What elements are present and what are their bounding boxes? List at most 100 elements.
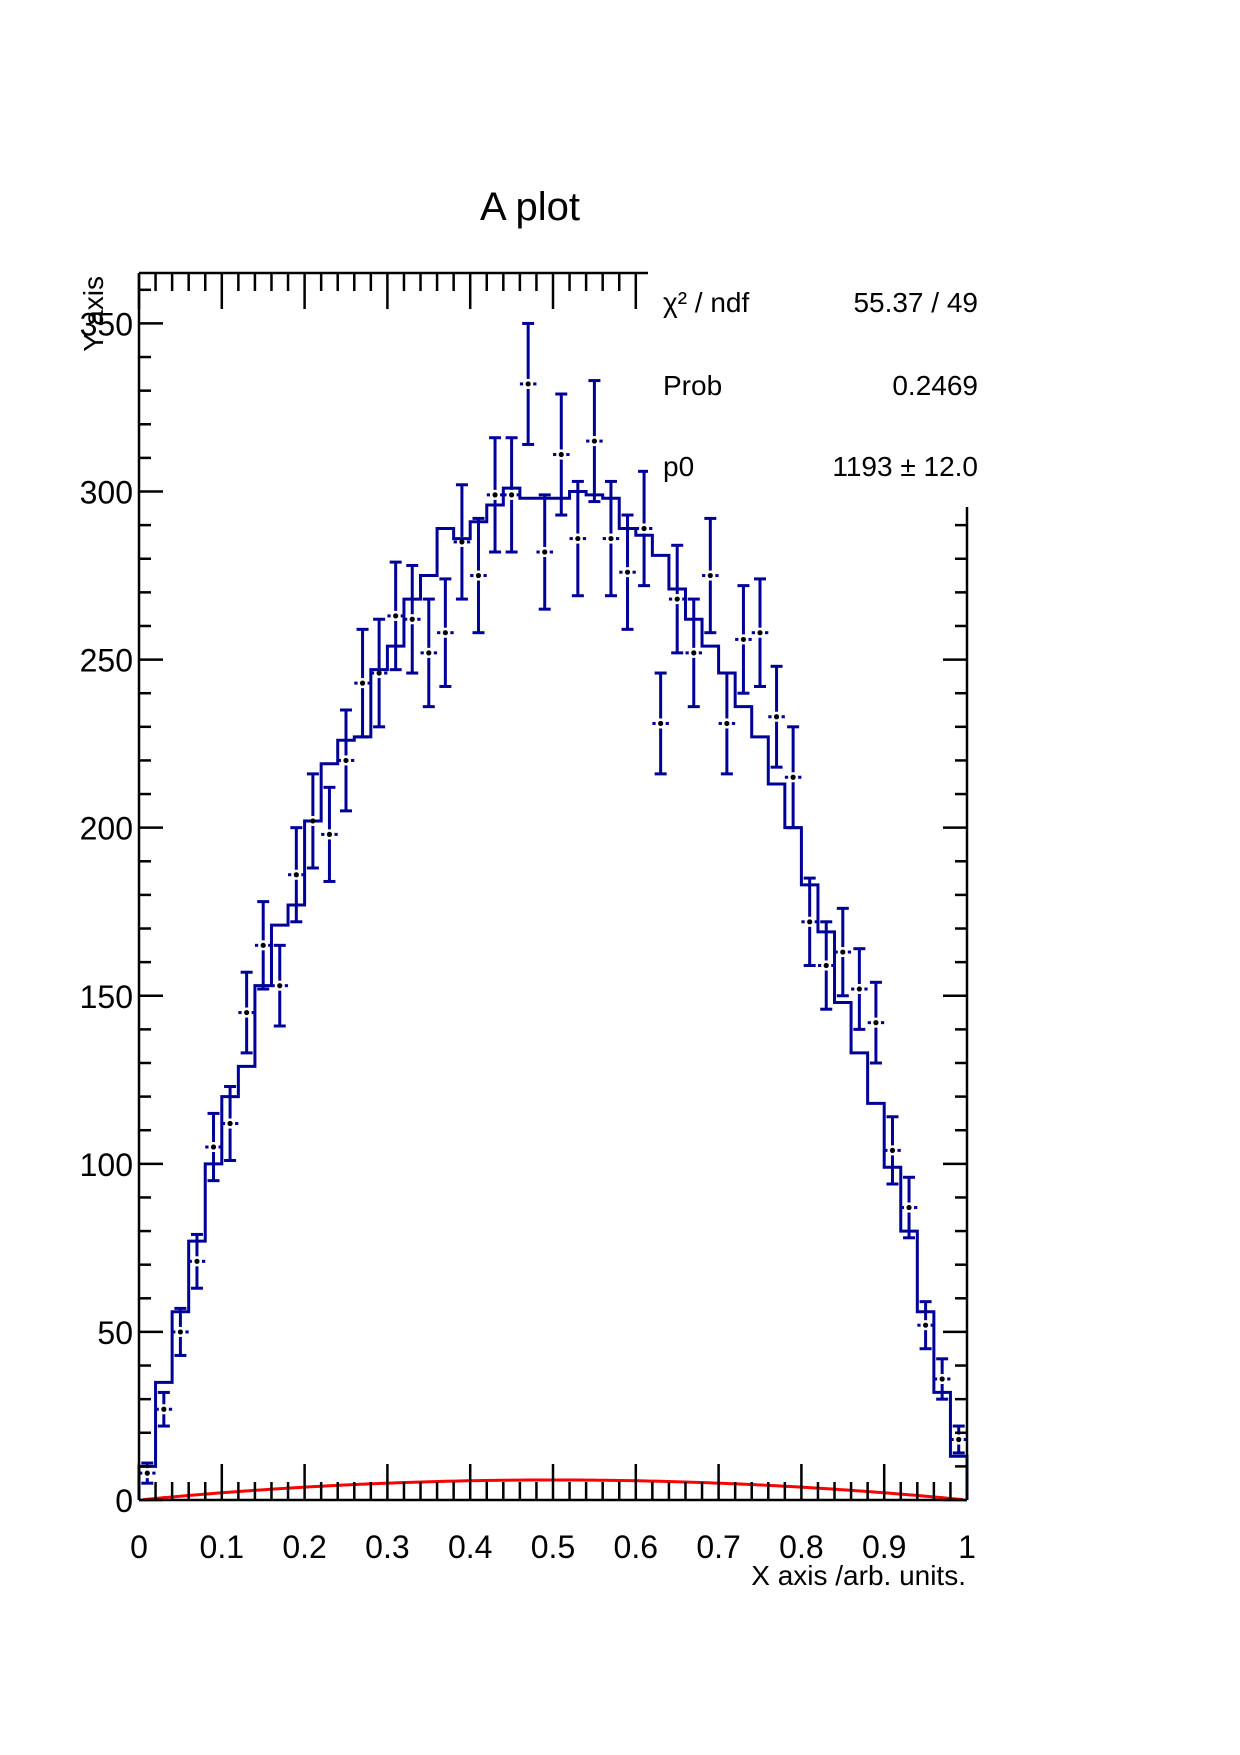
point-marker	[310, 818, 316, 824]
point-marker	[691, 650, 697, 656]
point-marker	[376, 670, 382, 676]
stats-row-value: 1193 ± 12.0	[832, 451, 978, 482]
point-marker	[426, 650, 432, 656]
point-marker	[227, 1120, 233, 1127]
data-point	[586, 379, 603, 504]
x-tick-label: 0	[130, 1529, 148, 1565]
point-marker	[442, 630, 448, 636]
stats-row-label: χ² / ndf	[663, 287, 750, 318]
data-point	[354, 627, 371, 739]
point-marker	[873, 1020, 879, 1026]
point-marker	[393, 613, 399, 619]
y-tick-label: 150	[80, 979, 133, 1015]
point-marker	[525, 381, 531, 387]
point-marker	[260, 942, 266, 948]
data-point	[917, 1300, 934, 1351]
data-point	[172, 1306, 189, 1357]
data-point	[735, 584, 752, 695]
point-marker	[492, 492, 498, 498]
x-tick-label: 0.6	[614, 1529, 658, 1565]
data-point	[271, 943, 289, 1028]
x-tick-label: 0.5	[531, 1529, 575, 1565]
point-marker	[773, 714, 780, 720]
y-tick-label: 350	[80, 306, 133, 342]
data-point	[851, 947, 868, 1031]
data-point	[486, 436, 504, 554]
data-point	[718, 671, 736, 776]
point-marker	[889, 1147, 896, 1153]
data-point	[569, 479, 587, 598]
data-point	[751, 577, 769, 688]
point-marker	[244, 1009, 250, 1016]
data-points-layer	[139, 321, 967, 1485]
data-point	[519, 321, 537, 446]
point-marker	[939, 1376, 945, 1382]
stats-row-label: p0	[663, 451, 694, 482]
data-point	[801, 876, 818, 967]
stats-box-background	[648, 262, 972, 507]
data-point	[685, 597, 703, 709]
data-point	[254, 900, 272, 991]
y-axis-label: Y axis	[78, 276, 109, 352]
point-marker	[724, 720, 730, 727]
point-marker	[475, 572, 482, 579]
x-tick-label: 1	[958, 1529, 976, 1565]
point-marker	[591, 438, 598, 444]
point-marker	[277, 983, 283, 989]
data-point	[288, 826, 305, 924]
data-point	[337, 708, 355, 813]
stats-row-label: Prob	[663, 370, 722, 401]
x-tick-label: 0.7	[696, 1529, 740, 1565]
data-point	[205, 1111, 222, 1183]
point-marker	[558, 451, 564, 458]
data-point	[155, 1390, 173, 1428]
point-marker	[658, 720, 664, 727]
data-point	[635, 469, 653, 588]
data-point	[403, 563, 421, 675]
data-point	[321, 785, 338, 883]
point-marker	[807, 919, 813, 925]
point-marker	[509, 492, 515, 498]
data-point	[453, 483, 471, 601]
x-tick-label: 0.9	[862, 1529, 906, 1565]
x-axis-label: X axis /arb. units.	[751, 1560, 966, 1591]
data-point	[188, 1232, 206, 1290]
point-marker	[161, 1406, 167, 1412]
data-point	[470, 516, 487, 635]
data-point	[652, 671, 669, 776]
point-marker	[641, 525, 647, 532]
data-point	[702, 516, 719, 635]
y-tick-label: 250	[80, 643, 133, 679]
data-point	[387, 560, 404, 672]
x-tick-label: 0.4	[448, 1529, 492, 1565]
stats-row-value: 0.2469	[892, 370, 978, 401]
point-marker	[740, 636, 747, 643]
point-marker	[840, 949, 846, 955]
point-marker	[707, 572, 713, 579]
point-marker	[575, 535, 581, 542]
y-tick-label: 200	[80, 811, 133, 847]
data-point	[602, 479, 620, 598]
point-marker	[956, 1436, 962, 1443]
point-marker	[194, 1258, 200, 1264]
y-tick-label: 100	[80, 1147, 133, 1183]
point-marker	[906, 1204, 912, 1211]
point-marker	[542, 549, 548, 555]
x-tick-label: 0.3	[365, 1529, 409, 1565]
point-marker	[177, 1329, 183, 1335]
chart-title: A plot	[480, 185, 580, 229]
data-point	[867, 980, 885, 1065]
point-marker	[326, 831, 333, 837]
point-marker	[210, 1144, 217, 1150]
point-marker	[409, 616, 415, 622]
data-point	[238, 970, 255, 1055]
x-tick-label: 0.8	[779, 1529, 823, 1565]
data-point	[668, 543, 686, 655]
point-marker	[923, 1322, 929, 1328]
data-point	[553, 392, 570, 517]
axes-layer: 0 0.1 0.2 0.3 0.4 0.5 0.6 0.7 0.8 0.9 1 0 50 100 150 20…	[80, 271, 976, 1565]
point-marker	[624, 569, 631, 575]
point-marker	[343, 757, 349, 764]
